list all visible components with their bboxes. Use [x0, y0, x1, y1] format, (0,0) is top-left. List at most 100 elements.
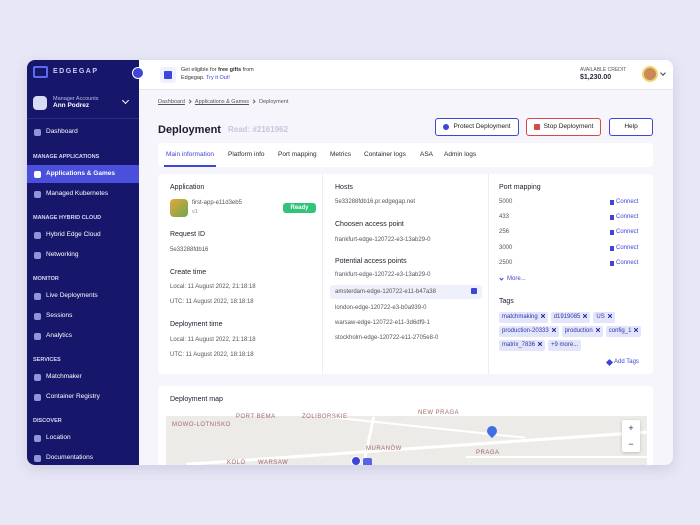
- nav-icon: [34, 312, 41, 320]
- info-text: UTC: 11 August 2022, 18:18:18: [170, 299, 254, 305]
- tag[interactable]: d1919085: [550, 312, 591, 323]
- promo-line: Edgegap. Try it Out!: [181, 73, 230, 83]
- tag[interactable]: config_1: [605, 326, 642, 337]
- nav-item[interactable]: Documentations: [46, 454, 93, 461]
- tag-remove[interactable]: [540, 314, 545, 318]
- topbar: [139, 60, 673, 90]
- read-id: Read: #2161962: [228, 125, 289, 134]
- tab[interactable]: Port mapping: [278, 151, 317, 158]
- status-badge: [283, 203, 316, 213]
- map-marker[interactable]: [351, 456, 361, 465]
- nav-icon: [34, 393, 41, 401]
- breadcrumb[interactable]: Dashboard: [158, 99, 185, 105]
- nav-section: SERVICES: [33, 357, 61, 363]
- button[interactable]: [435, 118, 519, 136]
- tag[interactable]: matrix_7836: [499, 340, 546, 351]
- tag-label: matrix_7836: [502, 342, 536, 348]
- nav-item[interactable]: Live Deployments: [46, 292, 98, 299]
- map-label: PRAGA: [476, 450, 500, 456]
- info-text: Local: 11 August 2022, 21:18:18: [170, 337, 256, 343]
- tag[interactable]: production-20333: [499, 326, 559, 337]
- divider: [27, 118, 139, 119]
- map-label: ZOLIBORSKIE: [302, 414, 348, 420]
- tab[interactable]: Admin logs: [444, 151, 477, 158]
- button[interactable]: [526, 118, 601, 136]
- credit-label: AVAILABLE CREDIT: [580, 67, 627, 73]
- button[interactable]: [609, 118, 653, 136]
- app-window: EDGEGAP Manager Accounts Ann Podrez Dashboa…: [27, 60, 673, 465]
- tab[interactable]: Main information: [166, 151, 215, 158]
- nav-item[interactable]: Dashboard: [46, 128, 78, 135]
- account-label: Manager Accounts: [53, 96, 99, 102]
- info-text: Deployment time: [170, 321, 223, 328]
- info-text: 5e33288fdb16: [170, 247, 209, 253]
- tag-remove[interactable]: [595, 328, 600, 332]
- tag[interactable]: +9 more...: [548, 340, 582, 351]
- promo-text[interactable]: Try it Out!: [205, 75, 230, 81]
- map-road: [186, 429, 647, 465]
- more[interactable]: More...: [507, 276, 526, 282]
- tag-remove[interactable]: [538, 342, 543, 346]
- tag-label: production: [564, 328, 593, 334]
- tab-underline: [164, 165, 217, 167]
- zoom-in[interactable]: +: [628, 423, 634, 433]
- nav-icon: [34, 251, 41, 259]
- nav-item[interactable]: Container Registry: [46, 393, 100, 400]
- tag[interactable]: matchmaking: [499, 312, 548, 323]
- nav-icon: [34, 332, 41, 340]
- connect[interactable]: Connect: [616, 245, 639, 251]
- nav-icon: [34, 434, 41, 442]
- nav-item[interactable]: Sessions: [46, 312, 73, 319]
- tag-remove[interactable]: [583, 314, 588, 318]
- tab[interactable]: ASA: [420, 151, 434, 158]
- tag-label: config_1: [608, 328, 632, 334]
- add-tags[interactable]: Add Tags: [614, 359, 639, 365]
- map-label: WARSAW: [258, 460, 289, 465]
- port: 433: [499, 214, 510, 220]
- tag-label: production-20333: [502, 328, 549, 334]
- collapse-button[interactable]: [132, 67, 144, 79]
- info-text: Create time: [170, 269, 207, 276]
- map-marker[interactable]: [363, 458, 372, 465]
- zoom-out[interactable]: −: [628, 439, 634, 449]
- access-point: frankfurt-edge-120722-e3-13ab29-0: [335, 237, 431, 243]
- connect-icon: [610, 245, 614, 251]
- connect[interactable]: Connect: [616, 229, 639, 235]
- col-divider: [322, 174, 323, 374]
- copy-icon[interactable]: [471, 288, 477, 294]
- nav-item[interactable]: Matchmaker: [46, 373, 82, 380]
- tab[interactable]: Metrics: [330, 151, 351, 158]
- breadcrumb[interactable]: Applications & Games: [194, 99, 250, 105]
- nav-item[interactable]: Managed Kubernetes: [46, 190, 109, 197]
- section-title: Application: [170, 184, 205, 191]
- port: 256: [499, 229, 510, 235]
- connect[interactable]: Connect: [616, 260, 639, 266]
- nav-item[interactable]: Applications & Games: [46, 170, 115, 177]
- host: 5e33288fdb16.pr.edgegap.net: [335, 199, 416, 205]
- nav-item[interactable]: Hybrid Edge Cloud: [46, 231, 101, 238]
- tag-remove[interactable]: [551, 328, 556, 332]
- account-icon: [33, 96, 47, 110]
- nav-item[interactable]: Networking: [46, 251, 79, 258]
- nav-icon: [34, 190, 41, 198]
- tag[interactable]: US: [593, 312, 615, 323]
- nav-item[interactable]: Analytics: [46, 332, 73, 339]
- nav-item[interactable]: Location: [46, 434, 71, 441]
- promo-text: Edgegap.: [181, 75, 206, 81]
- nav-icon: [34, 454, 41, 462]
- tag[interactable]: production: [561, 326, 603, 337]
- map: [166, 416, 647, 465]
- connect-icon: [610, 199, 614, 205]
- nav-icon: [34, 292, 41, 300]
- tag-remove[interactable]: [607, 314, 612, 318]
- button-label: Protect Deployment: [453, 123, 511, 130]
- connect[interactable]: Connect: [616, 199, 639, 205]
- section-title: Port mapping: [499, 184, 541, 191]
- port: 3000: [499, 245, 513, 251]
- logo: EDGEGAP: [53, 68, 99, 75]
- tab[interactable]: Container logs: [364, 151, 406, 158]
- nav-section: MONITOR: [33, 276, 59, 282]
- connect[interactable]: Connect: [616, 214, 639, 220]
- tab[interactable]: Platform info: [228, 151, 265, 158]
- tag-remove[interactable]: [634, 328, 639, 332]
